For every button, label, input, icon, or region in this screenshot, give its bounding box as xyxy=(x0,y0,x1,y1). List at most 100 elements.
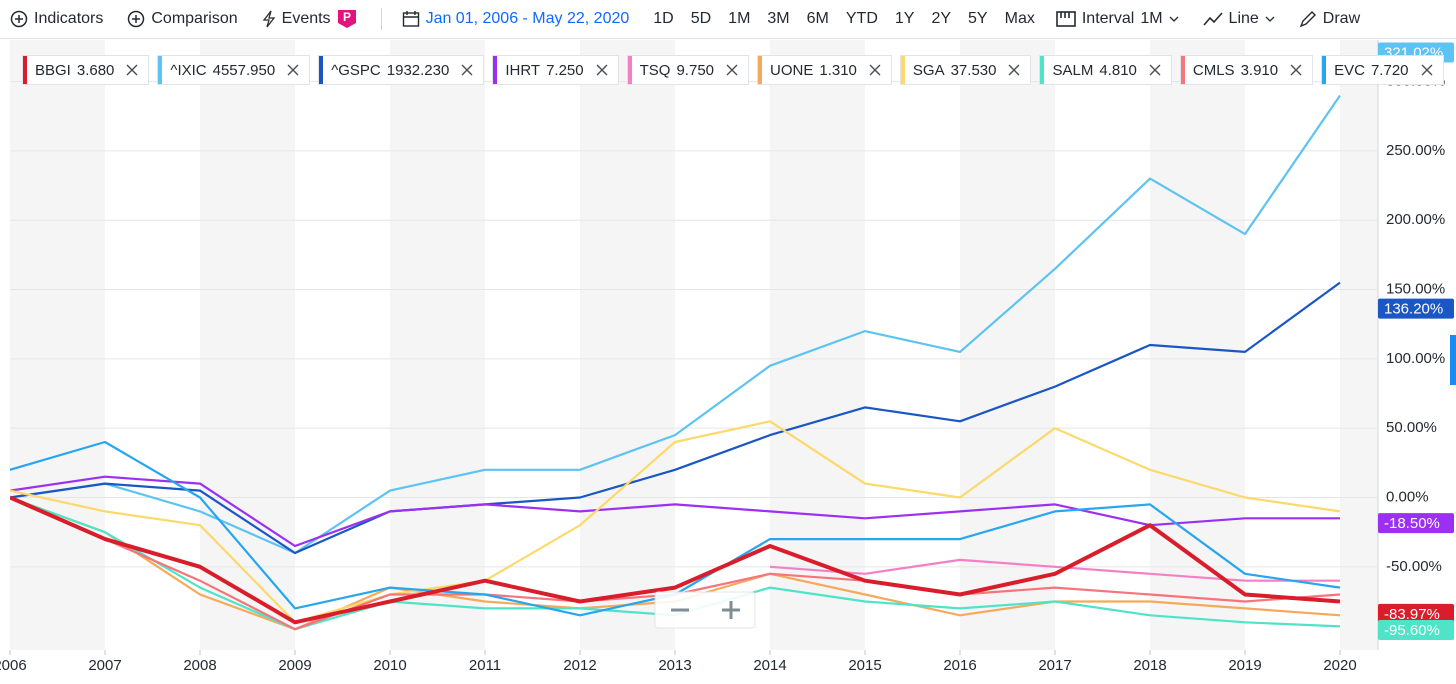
range-button[interactable]: 6M xyxy=(806,10,829,27)
label: Draw xyxy=(1322,10,1361,27)
legend-chip[interactable]: EVC 7.720 xyxy=(1321,55,1444,85)
legend-name: IHRT xyxy=(505,61,541,79)
remove-x xyxy=(726,64,738,76)
last-value-label: -95.60% xyxy=(1384,622,1440,639)
legend-chip[interactable]: BBGI 3.680 xyxy=(22,55,150,85)
legend-swatch xyxy=(1180,56,1185,84)
legend-quote: 7.720 xyxy=(1370,61,1409,79)
remove-icon[interactable] xyxy=(1145,64,1163,76)
remove-x xyxy=(1149,64,1161,76)
legend-swatch xyxy=(900,56,905,84)
range-button[interactable]: 5Y xyxy=(968,10,988,27)
x-tick-label: 2019 xyxy=(1228,657,1261,674)
legend-chip[interactable]: TSQ 9.750 xyxy=(626,55,750,85)
comparison-chips: BBGI 3.680 ^IXIC 4557.950 ^GSPC 1932.230 IHRT 7… xyxy=(22,55,1444,85)
remove-x xyxy=(1008,64,1020,76)
legend-chip[interactable]: UONE 1.310 xyxy=(757,55,892,85)
legend-chip[interactable]: CMLS 3.910 xyxy=(1179,55,1314,85)
range-button[interactable]: 3M xyxy=(767,10,790,27)
legend-chip[interactable]: ^IXIC 4557.950 xyxy=(157,55,311,85)
legend-chip[interactable]: IHRT 7.250 xyxy=(492,55,619,85)
legend-chip[interactable]: SGA 37.530 xyxy=(899,55,1032,85)
range-button[interactable]: 1D xyxy=(653,10,674,27)
year-band xyxy=(960,40,1055,650)
y-tick-label: 50.00% xyxy=(1386,419,1437,436)
last-value-label: -83.97% xyxy=(1384,606,1440,623)
remove-icon[interactable] xyxy=(722,64,740,76)
legend-swatch xyxy=(158,56,163,84)
events-badge: P xyxy=(337,10,356,28)
remove-icon[interactable] xyxy=(457,64,475,76)
x-tick-label: 2016 xyxy=(943,657,976,674)
events-button[interactable]: Events P xyxy=(262,9,357,29)
legend-swatch xyxy=(627,56,632,84)
legend-quote: 37.530 xyxy=(950,61,997,79)
legend-swatch xyxy=(23,56,27,84)
comparison-button[interactable]: Comparison xyxy=(127,10,238,28)
date-range-button[interactable]: Jan 01, 2006 - May 22, 2020 xyxy=(402,10,630,28)
series-line xyxy=(10,94,1341,555)
legend-name: ^IXIC xyxy=(170,61,207,79)
range-button[interactable]: 1Y xyxy=(894,10,915,27)
remove-x xyxy=(126,64,138,76)
x-tick-label: 2008 xyxy=(183,657,216,674)
remove-x xyxy=(287,64,299,76)
label: Interval xyxy=(1081,10,1135,27)
remove-icon[interactable] xyxy=(1417,64,1435,76)
remove-icon[interactable] xyxy=(1004,64,1022,76)
remove-icon[interactable] xyxy=(865,64,883,76)
separator xyxy=(380,8,382,30)
legend-swatch xyxy=(493,56,498,84)
year-band xyxy=(200,40,295,650)
y-tick-label: 250.00% xyxy=(1386,142,1445,159)
range-button[interactable]: 1M xyxy=(728,10,751,27)
x-tick-label: 2006 xyxy=(0,657,27,674)
year-band xyxy=(770,40,865,650)
remove-icon[interactable] xyxy=(592,64,610,76)
legend-quote: 1.310 xyxy=(819,61,857,79)
chart-style-button[interactable]: Line xyxy=(1202,10,1275,28)
range-button[interactable]: YTD xyxy=(845,10,878,27)
x-tick-label: 2013 xyxy=(658,657,691,674)
legend-quote: 4.810 xyxy=(1099,61,1137,79)
caret xyxy=(1169,16,1179,22)
legend-name: SGA xyxy=(912,61,945,79)
series-line xyxy=(10,475,1340,548)
legend-chip[interactable]: SALM 4.810 xyxy=(1039,55,1172,85)
x-tick-label: 2017 xyxy=(1038,657,1071,674)
legend-name: EVC xyxy=(1334,61,1365,79)
legend-swatch xyxy=(1040,56,1045,84)
range-buttons: 1D 5D 1M 3M 6M YTD 1Y 2Y 5Y Max xyxy=(653,10,1052,28)
toolbar: Indicators Comparison Events P Jan 01, 20… xyxy=(0,0,1456,39)
remove-x xyxy=(1290,64,1302,76)
y-tick-label: 200.00% xyxy=(1386,211,1445,228)
series-line xyxy=(769,558,1340,582)
interval-button[interactable]: Interval 1M xyxy=(1056,10,1179,28)
plot xyxy=(10,94,1341,631)
zoom-in-icon xyxy=(722,601,740,619)
icon xyxy=(1202,12,1223,26)
remove-icon[interactable] xyxy=(283,64,301,76)
legend-chip[interactable]: ^GSPC 1932.230 xyxy=(318,55,485,85)
label: Jan 01, 2006 - May 22, 2020 xyxy=(425,10,630,27)
remove-icon[interactable] xyxy=(122,64,140,76)
legend-swatch xyxy=(758,56,763,84)
label: Events xyxy=(281,10,331,27)
remove-x xyxy=(596,64,608,76)
range-button[interactable]: 2Y xyxy=(931,10,952,27)
legend-quote: 3.910 xyxy=(1240,61,1279,79)
remove-x xyxy=(869,64,881,76)
legend-quote: 9.750 xyxy=(676,61,715,79)
indicators-button[interactable]: Indicators xyxy=(10,10,103,28)
icon xyxy=(10,10,28,28)
range-button[interactable]: Max xyxy=(1004,10,1035,27)
remove-x xyxy=(1421,64,1433,76)
remove-icon[interactable] xyxy=(1286,64,1304,76)
draw-button[interactable]: Draw xyxy=(1299,10,1360,28)
last-value-label: -18.50% xyxy=(1384,515,1440,532)
scroll-handle xyxy=(1450,335,1456,385)
x-tick-label: 2018 xyxy=(1133,657,1166,674)
range-button[interactable]: 5D xyxy=(690,10,712,27)
